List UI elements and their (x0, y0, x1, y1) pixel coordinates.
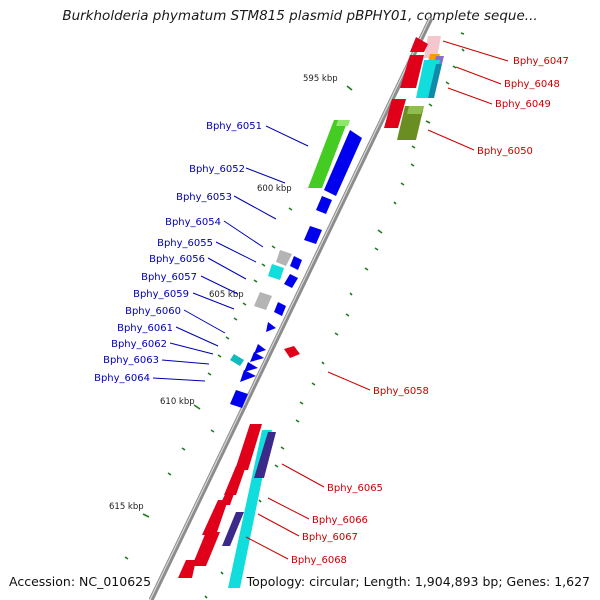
label-connectors (152, 40, 509, 560)
scale-label: 610 kbp (160, 397, 195, 407)
gene-label: Bphy_6068 (291, 555, 347, 566)
gene-label: Bphy_6047 (513, 56, 569, 67)
gene-label: Bphy_6053 (176, 192, 232, 203)
gene-block (284, 346, 300, 358)
genome-stats-text: Topology: circular; Length: 1,904,893 bp… (246, 574, 590, 589)
gene-block (407, 106, 424, 114)
gene-block (290, 256, 302, 270)
gene-label: Bphy_6064 (94, 373, 150, 384)
gene-label: Bphy_6051 (206, 121, 262, 132)
scale-label: 615 kbp (109, 502, 144, 512)
forward-genes (178, 36, 444, 588)
gene-label: Bphy_6054 (165, 217, 221, 228)
gene-label: Bphy_6065 (327, 483, 383, 494)
gene-label: Bphy_6052 (189, 164, 245, 175)
scale-labels: 595 kbp 600 kbp 605 kbp 610 kbp 615 kbp (109, 74, 338, 512)
gene-block (400, 55, 424, 88)
gene-labels-left: Bphy_6051 Bphy_6052 Bphy_6053 Bphy_6054 … (94, 121, 262, 384)
gene-block (424, 36, 441, 58)
gene-label: Bphy_6062 (111, 339, 167, 350)
scale-label: 595 kbp (303, 74, 338, 84)
gene-block (276, 250, 292, 266)
gene-label: Bphy_6050 (477, 146, 533, 157)
gene-label: Bphy_6049 (495, 99, 551, 110)
gene-block (266, 322, 276, 332)
gene-label: Bphy_6048 (504, 79, 560, 90)
gene-block (222, 512, 244, 546)
scale-label: 605 kbp (209, 290, 244, 300)
backbone (148, 16, 434, 600)
gene-block (284, 274, 298, 288)
gene-block (254, 292, 272, 310)
gene-block (397, 106, 424, 140)
gene-block (410, 37, 428, 52)
gene-label: Bphy_6056 (149, 254, 205, 265)
gene-block (274, 302, 286, 316)
gene-block (192, 532, 220, 566)
gene-label: Bphy_6067 (302, 532, 358, 543)
gene-block (308, 120, 348, 188)
gene-label: Bphy_6061 (117, 323, 173, 334)
scale-label: 600 kbp (257, 184, 292, 194)
gene-label: Bphy_6066 (312, 515, 368, 526)
gene-label: Bphy_6055 (157, 238, 213, 249)
gene-block (268, 264, 284, 280)
reverse-genes (230, 120, 362, 408)
gene-labels-right: Bphy_6047 Bphy_6048 Bphy_6049 Bphy_6050 … (291, 56, 569, 566)
gene-block (250, 352, 264, 362)
gene-block (235, 424, 262, 470)
gene-block (254, 432, 276, 478)
gene-block (224, 466, 246, 495)
accession-text: Accession: NC_010625 (9, 574, 152, 589)
gene-label: Bphy_6057 (141, 272, 197, 283)
gene-block (230, 390, 248, 408)
gene-block (244, 362, 258, 372)
gene-block (304, 226, 322, 244)
gene-block (202, 500, 228, 535)
gene-block (230, 354, 244, 366)
gene-label: Bphy_6060 (125, 306, 181, 317)
gene-label: Bphy_6058 (373, 386, 429, 397)
map-title: Burkholderia phymatum STM815 plasmid pBP… (62, 8, 538, 24)
gene-label: Bphy_6059 (133, 289, 189, 300)
gene-block (316, 196, 332, 214)
gene-block (324, 130, 362, 196)
gene-block (240, 370, 256, 382)
gene-label: Bphy_6063 (103, 355, 159, 366)
tick-marks (124, 32, 465, 599)
gene-block (336, 120, 350, 126)
gene-block (384, 99, 406, 128)
gene-block (428, 64, 442, 98)
gene-block (254, 344, 266, 354)
gene-block (178, 560, 196, 578)
